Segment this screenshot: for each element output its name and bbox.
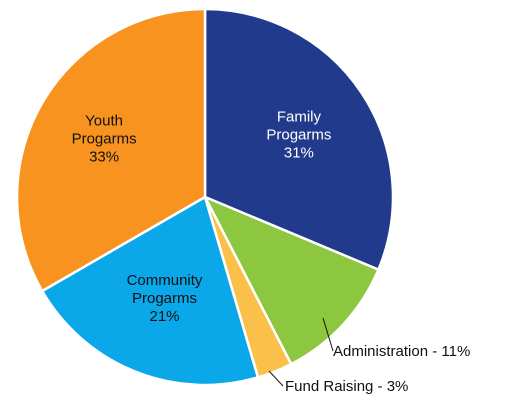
- leader-line-administration-11: [322, 317, 334, 352]
- leader-lines: [268, 317, 334, 387]
- pie-slice-administration-11: [203, 195, 380, 366]
- slice-labels: Family Progarms 31% Administration - 11% Fun…: [72, 109, 471, 396]
- pie-slices: [15, 7, 395, 387]
- pie-slice-community: [40, 195, 260, 387]
- slice-label-community: Community Progarms 21%: [127, 272, 203, 325]
- slice-label-administration-11: Administration - 11%: [333, 343, 470, 360]
- pie-slice-family: [203, 7, 395, 271]
- slice-label-family: Family Progarms 31%: [266, 109, 331, 162]
- slice-label-fund-raising-3: Fund Raising - 3%: [285, 378, 408, 395]
- pie-slice-youth: [15, 7, 207, 293]
- leader-line-fund-raising-3: [268, 370, 284, 387]
- slice-label-youth: Youth Progarms 33%: [72, 113, 137, 166]
